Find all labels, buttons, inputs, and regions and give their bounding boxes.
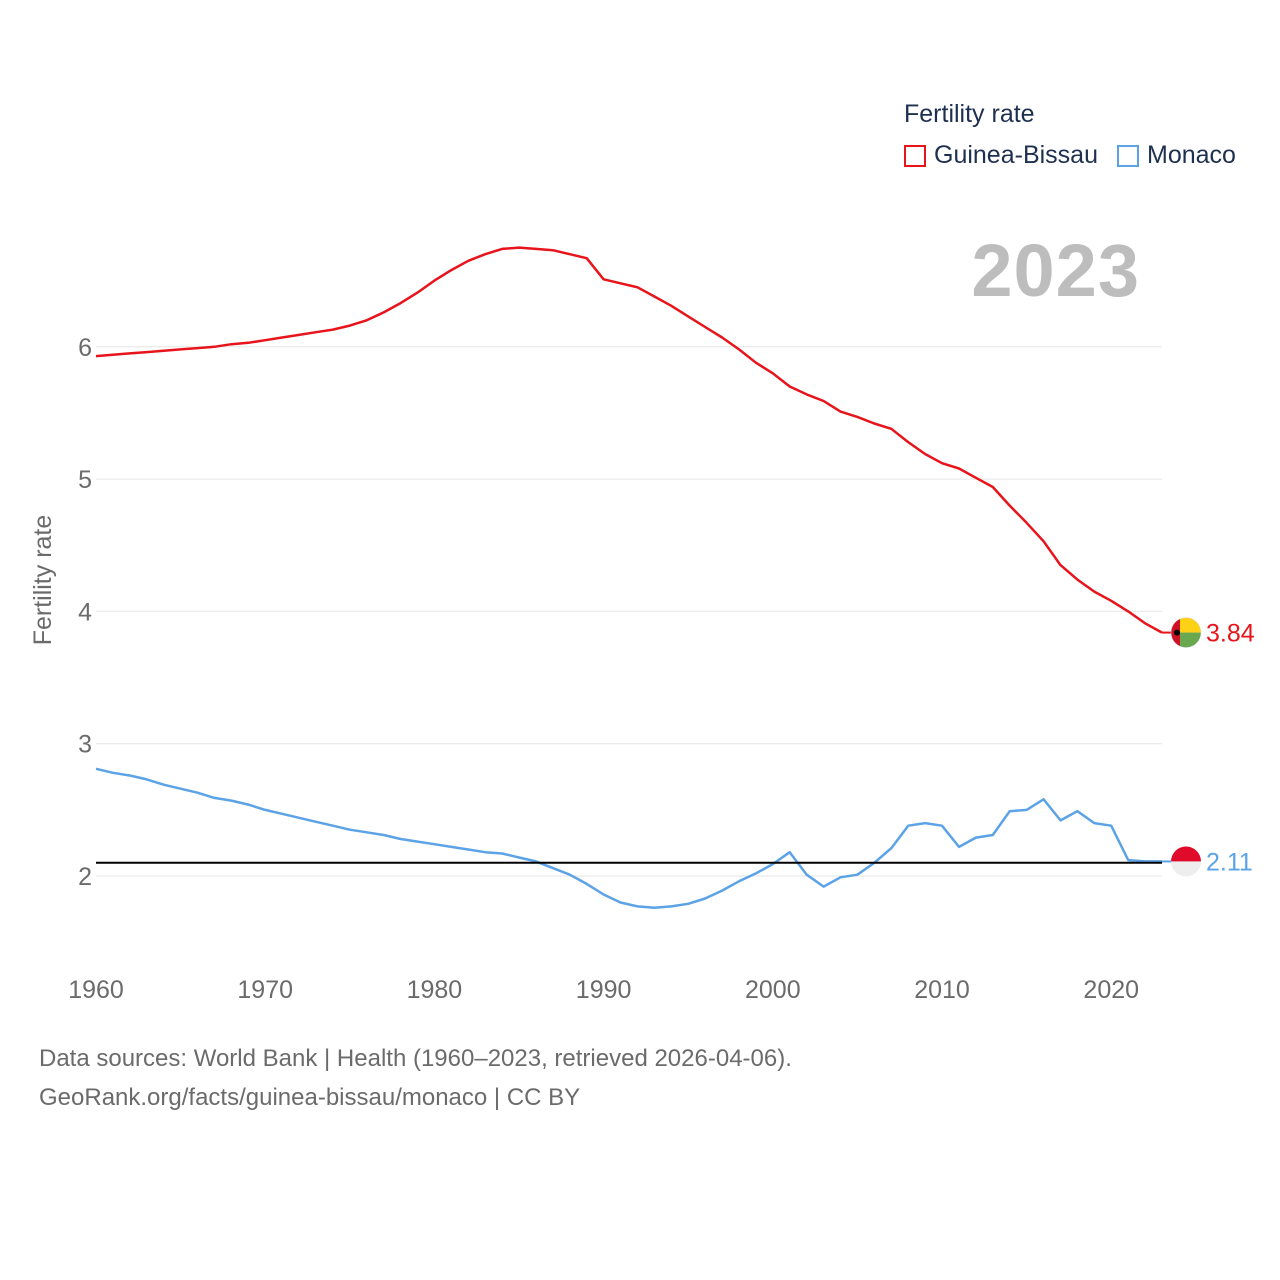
flag-icon-guinea-bissau — [1170, 617, 1202, 648]
x-tick-label-2000: 2000 — [745, 976, 801, 1004]
legend-swatch-monaco — [1117, 144, 1139, 167]
x-tick-label-1960: 1960 — [68, 976, 124, 1004]
legend-item-guinea-bissau[interactable]: Guinea-Bissau — [904, 141, 1098, 170]
legend-item-monaco[interactable]: Monaco — [1117, 141, 1236, 170]
x-tick-label-2010: 2010 — [914, 976, 970, 1004]
y-tick-label-6: 6 — [78, 334, 92, 362]
y-tick-label-5: 5 — [78, 466, 92, 494]
legend-swatch-guinea-bissau — [904, 144, 926, 167]
y-tick-label-4: 4 — [78, 598, 92, 626]
end-label-monaco: 2.11 — [1206, 848, 1253, 876]
year-label: 2023 — [971, 229, 1140, 312]
y-axis-title: Fertility rate — [29, 515, 57, 646]
series-line-guinea-bissau — [95, 246, 1163, 634]
series-line-monaco — [95, 767, 1162, 910]
y-tick-label-2: 2 — [78, 863, 92, 891]
end-markers: 3.84 2.11 — [1162, 617, 1255, 877]
legend-label-guinea-bissau: Guinea-Bissau — [934, 141, 1098, 169]
footer-sources: Data sources: World Bank | Health (1960–… — [39, 1045, 792, 1072]
x-tick-label-1970: 1970 — [237, 976, 293, 1004]
x-axis-ticks: 1960 1970 1980 1990 2000 2010 2020 — [68, 976, 1139, 1004]
x-tick-label-2020: 2020 — [1083, 976, 1139, 1004]
legend-title: Fertility rate — [904, 100, 1035, 128]
grid-lines — [96, 346, 1162, 877]
x-tick-label-1980: 1980 — [407, 976, 463, 1004]
end-label-guinea-bissau: 3.84 — [1206, 620, 1255, 648]
y-tick-label-3: 3 — [78, 731, 92, 759]
footer-url[interactable]: GeoRank.org/facts/guinea-bissau/monaco |… — [39, 1084, 581, 1111]
series-lines — [95, 246, 1163, 910]
y-axis-ticks: 2 3 4 5 6 — [78, 334, 92, 891]
x-tick-label-1990: 1990 — [576, 976, 632, 1004]
legend-label-monaco: Monaco — [1147, 141, 1236, 169]
flag-icon-monaco — [1171, 846, 1201, 877]
